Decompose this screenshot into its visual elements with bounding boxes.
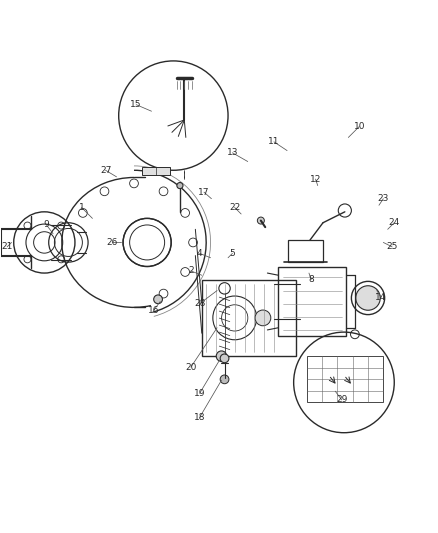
Text: 16: 16 <box>148 306 159 315</box>
Bar <box>141 167 170 175</box>
Text: 2: 2 <box>188 266 194 276</box>
Text: 27: 27 <box>100 166 111 175</box>
Text: 17: 17 <box>198 188 210 197</box>
Text: 18: 18 <box>194 413 205 422</box>
Circle shape <box>220 375 229 384</box>
Text: 4: 4 <box>197 249 202 258</box>
Circle shape <box>159 187 168 196</box>
Text: 10: 10 <box>353 122 365 131</box>
Text: 12: 12 <box>310 174 321 183</box>
Circle shape <box>159 289 168 298</box>
Text: 19: 19 <box>194 389 205 398</box>
Circle shape <box>78 208 87 217</box>
Circle shape <box>181 268 190 276</box>
Text: 28: 28 <box>194 299 205 308</box>
Text: 13: 13 <box>227 148 238 157</box>
Circle shape <box>154 295 162 304</box>
Circle shape <box>356 286 380 310</box>
Circle shape <box>216 351 227 361</box>
Text: 26: 26 <box>106 238 118 247</box>
Circle shape <box>181 208 190 217</box>
Text: 24: 24 <box>389 218 400 227</box>
Text: 1: 1 <box>79 203 85 212</box>
Text: 23: 23 <box>378 194 389 203</box>
Text: 11: 11 <box>268 138 280 147</box>
Text: 22: 22 <box>229 203 240 212</box>
Text: 21: 21 <box>1 243 13 252</box>
Text: 14: 14 <box>375 293 387 302</box>
Circle shape <box>258 217 265 224</box>
Text: 25: 25 <box>386 243 398 252</box>
Text: 15: 15 <box>131 100 142 109</box>
Text: 5: 5 <box>230 249 235 258</box>
Circle shape <box>220 354 229 363</box>
Circle shape <box>100 187 109 196</box>
Text: 29: 29 <box>336 395 347 405</box>
Circle shape <box>255 310 271 326</box>
Circle shape <box>130 179 138 188</box>
Text: 20: 20 <box>185 362 197 372</box>
Bar <box>307 356 383 402</box>
Circle shape <box>189 238 198 247</box>
Circle shape <box>177 182 183 189</box>
Text: 9: 9 <box>44 221 49 229</box>
Text: 8: 8 <box>308 275 314 284</box>
